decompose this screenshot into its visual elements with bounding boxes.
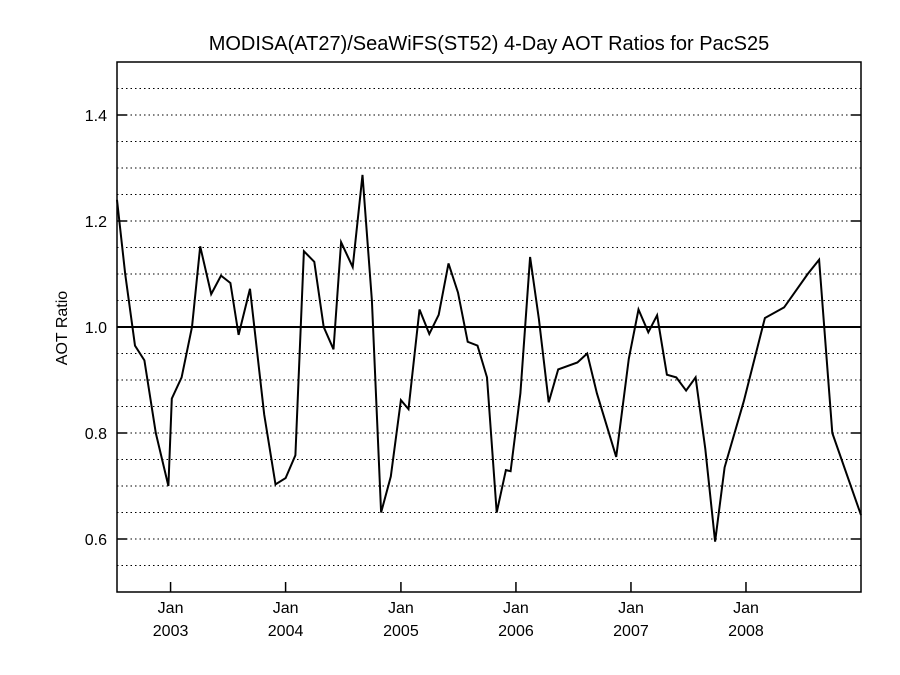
y-tick-label: 1.2 xyxy=(85,214,107,231)
y-tick-label: 1.4 xyxy=(85,108,107,125)
x-tick-month-label: Jan xyxy=(503,600,529,617)
x-tick-year-label: 2005 xyxy=(383,623,419,640)
series-line xyxy=(116,174,862,542)
y-axis: 0.6 0.8 1.0 1.2 1.4 xyxy=(85,108,861,549)
x-tick-month-label: Jan xyxy=(158,600,184,617)
x-tick-year-label: 2004 xyxy=(268,623,304,640)
x-tick-year-label: 2003 xyxy=(153,623,189,640)
y-tick-label: 0.6 xyxy=(85,532,107,549)
x-tick-month-label: Jan xyxy=(388,600,414,617)
y-axis-label: AOT Ratio xyxy=(54,291,71,366)
x-tick-month-label: Jan xyxy=(618,600,644,617)
x-axis: Jan 2003 Jan 2004 Jan 2005 Jan 2006 Jan 2007 Jan 20… xyxy=(153,582,764,640)
x-tick-year-label: 2007 xyxy=(613,623,649,640)
x-tick-year-label: 2008 xyxy=(728,623,764,640)
x-tick-year-label: 2006 xyxy=(498,623,534,640)
x-tick-month-label: Jan xyxy=(733,600,759,617)
y-tick-label: 1.0 xyxy=(85,320,107,337)
chart-title: MODISA(AT27)/SeaWiFS(ST52) 4-Day AOT Rat… xyxy=(209,33,770,55)
y-tick-label: 0.8 xyxy=(85,426,107,443)
x-tick-month-label: Jan xyxy=(273,600,299,617)
